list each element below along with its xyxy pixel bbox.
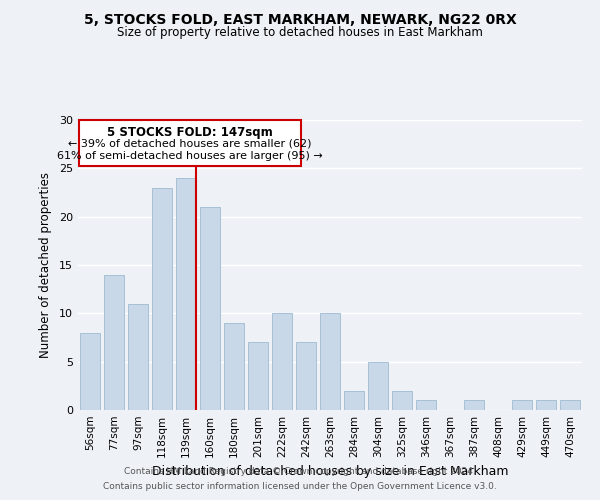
Bar: [80, 332, 100, 410]
Text: Contains HM Land Registry data © Crown copyright and database right 2024.: Contains HM Land Registry data © Crown c…: [124, 467, 476, 476]
Bar: [152, 188, 172, 410]
Bar: [320, 314, 340, 410]
Bar: [560, 400, 580, 410]
Text: 5 STOCKS FOLD: 147sqm: 5 STOCKS FOLD: 147sqm: [107, 126, 273, 139]
Text: 61% of semi-detached houses are larger (95) →: 61% of semi-detached houses are larger (…: [58, 151, 323, 161]
Bar: [128, 304, 148, 410]
Bar: [104, 274, 124, 410]
Bar: [464, 400, 484, 410]
FancyBboxPatch shape: [79, 120, 301, 166]
Text: Contains public sector information licensed under the Open Government Licence v3: Contains public sector information licen…: [103, 482, 497, 491]
Bar: [272, 314, 292, 410]
Text: Size of property relative to detached houses in East Markham: Size of property relative to detached ho…: [117, 26, 483, 39]
Text: ← 39% of detached houses are smaller (62): ← 39% of detached houses are smaller (62…: [68, 138, 312, 148]
Y-axis label: Number of detached properties: Number of detached properties: [39, 172, 52, 358]
Bar: [416, 400, 436, 410]
Bar: [512, 400, 532, 410]
Bar: [248, 342, 268, 410]
Bar: [176, 178, 196, 410]
Text: 5, STOCKS FOLD, EAST MARKHAM, NEWARK, NG22 0RX: 5, STOCKS FOLD, EAST MARKHAM, NEWARK, NG…: [83, 12, 517, 26]
Bar: [200, 207, 220, 410]
Bar: [224, 323, 244, 410]
Bar: [392, 390, 412, 410]
Bar: [368, 362, 388, 410]
X-axis label: Distribution of detached houses by size in East Markham: Distribution of detached houses by size …: [152, 466, 508, 478]
Bar: [344, 390, 364, 410]
Bar: [296, 342, 316, 410]
Bar: [536, 400, 556, 410]
